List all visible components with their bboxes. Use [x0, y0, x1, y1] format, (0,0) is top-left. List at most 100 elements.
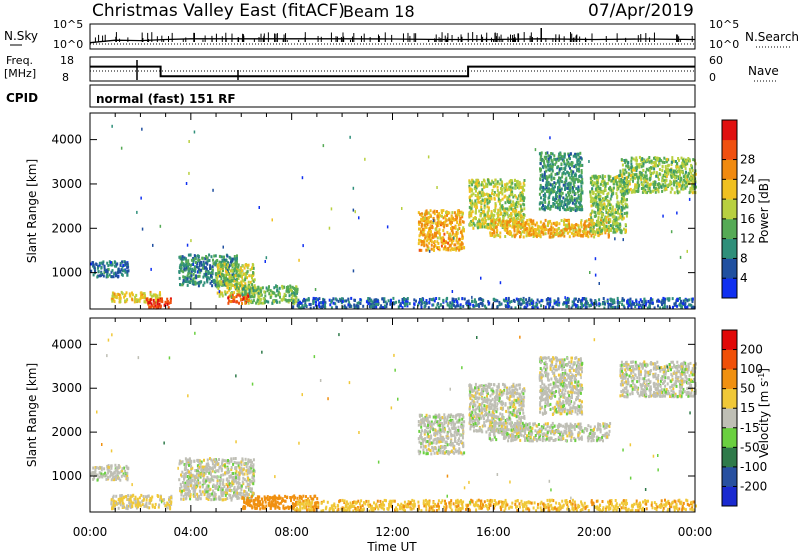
power-cell	[485, 182, 488, 186]
power-cell	[519, 230, 521, 234]
power-cell	[546, 163, 549, 167]
power-cell	[547, 206, 549, 210]
power-cell	[642, 186, 645, 190]
power-cell	[547, 203, 550, 207]
power-cell	[687, 180, 690, 184]
power-cell	[159, 224, 162, 228]
power-cell	[222, 283, 225, 287]
power-cell	[212, 262, 215, 266]
power-cell	[625, 229, 627, 233]
power-cell	[553, 228, 556, 232]
power-cell	[537, 234, 540, 237]
power-cell	[622, 168, 625, 172]
power-cell	[197, 274, 200, 278]
power-cell	[462, 304, 465, 308]
power-cell	[618, 212, 621, 216]
power-cell	[681, 305, 683, 309]
power-cell	[669, 190, 672, 194]
power-cell	[611, 179, 614, 183]
power-cell	[358, 216, 360, 220]
power-cell	[602, 205, 605, 209]
power-cell	[597, 187, 600, 190]
power-cell	[551, 152, 554, 156]
power-cell	[318, 297, 321, 301]
power-cell	[511, 179, 513, 183]
power-cell	[206, 260, 209, 264]
power-cell	[622, 206, 625, 210]
power-cell	[232, 272, 235, 276]
power-cell	[460, 243, 463, 247]
power-cell	[532, 232, 535, 236]
power-cell	[244, 274, 247, 278]
power-cell	[143, 300, 146, 304]
power-cell	[590, 303, 592, 307]
power-cell	[625, 176, 628, 180]
power-cell	[435, 297, 438, 300]
power-cell	[665, 179, 668, 182]
power-cell	[670, 163, 673, 166]
power-cell	[430, 236, 433, 240]
power-cell	[619, 208, 622, 212]
power-cell	[580, 184, 583, 188]
power-cell	[630, 190, 633, 194]
power-cell	[253, 278, 256, 282]
power-cell	[558, 208, 561, 212]
power-cell	[496, 182, 499, 185]
power-cell	[520, 193, 523, 197]
power-cell	[633, 190, 636, 194]
power-cell	[506, 220, 509, 224]
power-cell	[452, 239, 455, 243]
power-cell	[511, 209, 514, 213]
power-cell	[205, 267, 208, 271]
power-cell	[251, 276, 253, 279]
power-cell	[574, 209, 577, 213]
power-cell	[509, 179, 512, 182]
power-cell	[650, 161, 653, 165]
power-cell	[452, 247, 455, 251]
power-cell	[607, 232, 610, 236]
power-cell	[577, 188, 579, 192]
power-cell	[539, 158, 542, 161]
power-cell	[494, 234, 497, 238]
power-cell	[654, 156, 657, 160]
power-cell	[468, 214, 471, 218]
power-cell	[558, 206, 561, 210]
power-cell	[259, 288, 262, 292]
power-cell	[379, 306, 382, 310]
power-cell	[185, 259, 188, 263]
power-cell	[583, 303, 586, 307]
power-cell	[538, 207, 541, 211]
power-cell	[179, 283, 181, 286]
power-cell	[498, 300, 501, 304]
power-cell	[235, 295, 238, 299]
power-cell	[102, 274, 105, 278]
power-cell	[246, 293, 249, 297]
power-cell	[658, 299, 660, 303]
power-cell	[525, 227, 528, 230]
power-cell	[141, 293, 144, 297]
power-cell	[450, 229, 453, 233]
power-cell	[115, 274, 117, 278]
power-cell	[182, 270, 185, 274]
power-cell	[433, 245, 436, 249]
power-cell	[691, 169, 694, 173]
power-cell	[685, 181, 688, 185]
power-cell	[100, 266, 103, 270]
power-cell	[528, 218, 531, 222]
power-cell	[420, 240, 423, 243]
power-cell	[583, 297, 586, 300]
power-cell	[530, 233, 533, 237]
power-cell	[477, 193, 480, 197]
power-cell	[158, 296, 161, 300]
power-cell	[450, 215, 453, 219]
power-cell	[218, 263, 221, 267]
power-cell	[182, 281, 185, 284]
power-cell	[190, 274, 193, 278]
power-cell	[549, 163, 552, 167]
power-cell	[406, 304, 409, 308]
power-cell	[555, 194, 557, 198]
power-cell	[568, 235, 571, 239]
power-cell	[649, 171, 652, 175]
power-cell	[509, 205, 512, 209]
power-cell	[495, 182, 498, 186]
